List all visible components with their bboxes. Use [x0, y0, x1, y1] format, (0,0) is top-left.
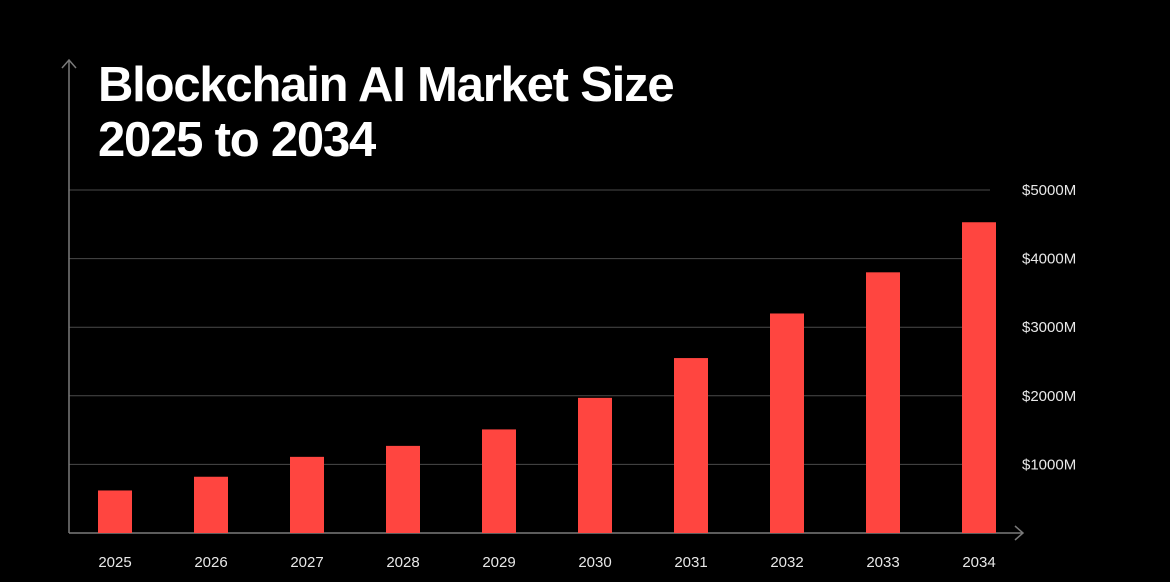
x-tick-labels: 2025 2026 2027 2028 2029 2030 2031 2032 2033 2034	[98, 554, 995, 571]
x-tick-label: 2032	[770, 554, 803, 571]
chart-title: Blockchain AI Market Size 2025 to 2034	[98, 58, 675, 168]
bar-2025	[98, 490, 132, 533]
bars	[98, 222, 996, 533]
chart-title-line-2: 2025 to 2034	[98, 113, 376, 167]
y-tick-label: $4000M	[1022, 251, 1076, 268]
x-tick-label: 2028	[386, 554, 419, 571]
x-tick-label: 2031	[674, 554, 707, 571]
x-tick-label: 2026	[194, 554, 227, 571]
bar-2030	[578, 397, 612, 533]
bar-2029	[482, 429, 516, 533]
bar-2026	[194, 476, 228, 533]
y-tick-label: $1000M	[1022, 456, 1076, 473]
y-tick-label: $3000M	[1022, 319, 1076, 336]
gridlines	[69, 189, 990, 465]
y-axis-arrow-icon	[61, 58, 77, 69]
x-tick-label: 2029	[482, 554, 515, 571]
y-tick-label: $2000M	[1022, 388, 1076, 405]
bar-2034	[962, 222, 996, 533]
bar-2033	[866, 272, 900, 533]
x-tick-label: 2033	[866, 554, 899, 571]
x-tick-label: 2027	[290, 554, 323, 571]
x-tick-label: 2025	[98, 554, 131, 571]
y-tick-label: $5000M	[1022, 182, 1076, 199]
x-axis-arrow-icon	[1014, 525, 1025, 541]
x-tick-label: 2034	[962, 554, 995, 571]
y-tick-labels: $1000M $2000M $3000M $4000M $5000M	[1022, 182, 1076, 473]
bar-2031	[674, 358, 708, 533]
bar-2032	[770, 313, 804, 533]
bar-2028	[386, 445, 420, 533]
chart-title-line-1: Blockchain AI Market Size	[98, 58, 675, 112]
bar-2027	[290, 456, 324, 533]
x-tick-label: 2030	[578, 554, 611, 571]
